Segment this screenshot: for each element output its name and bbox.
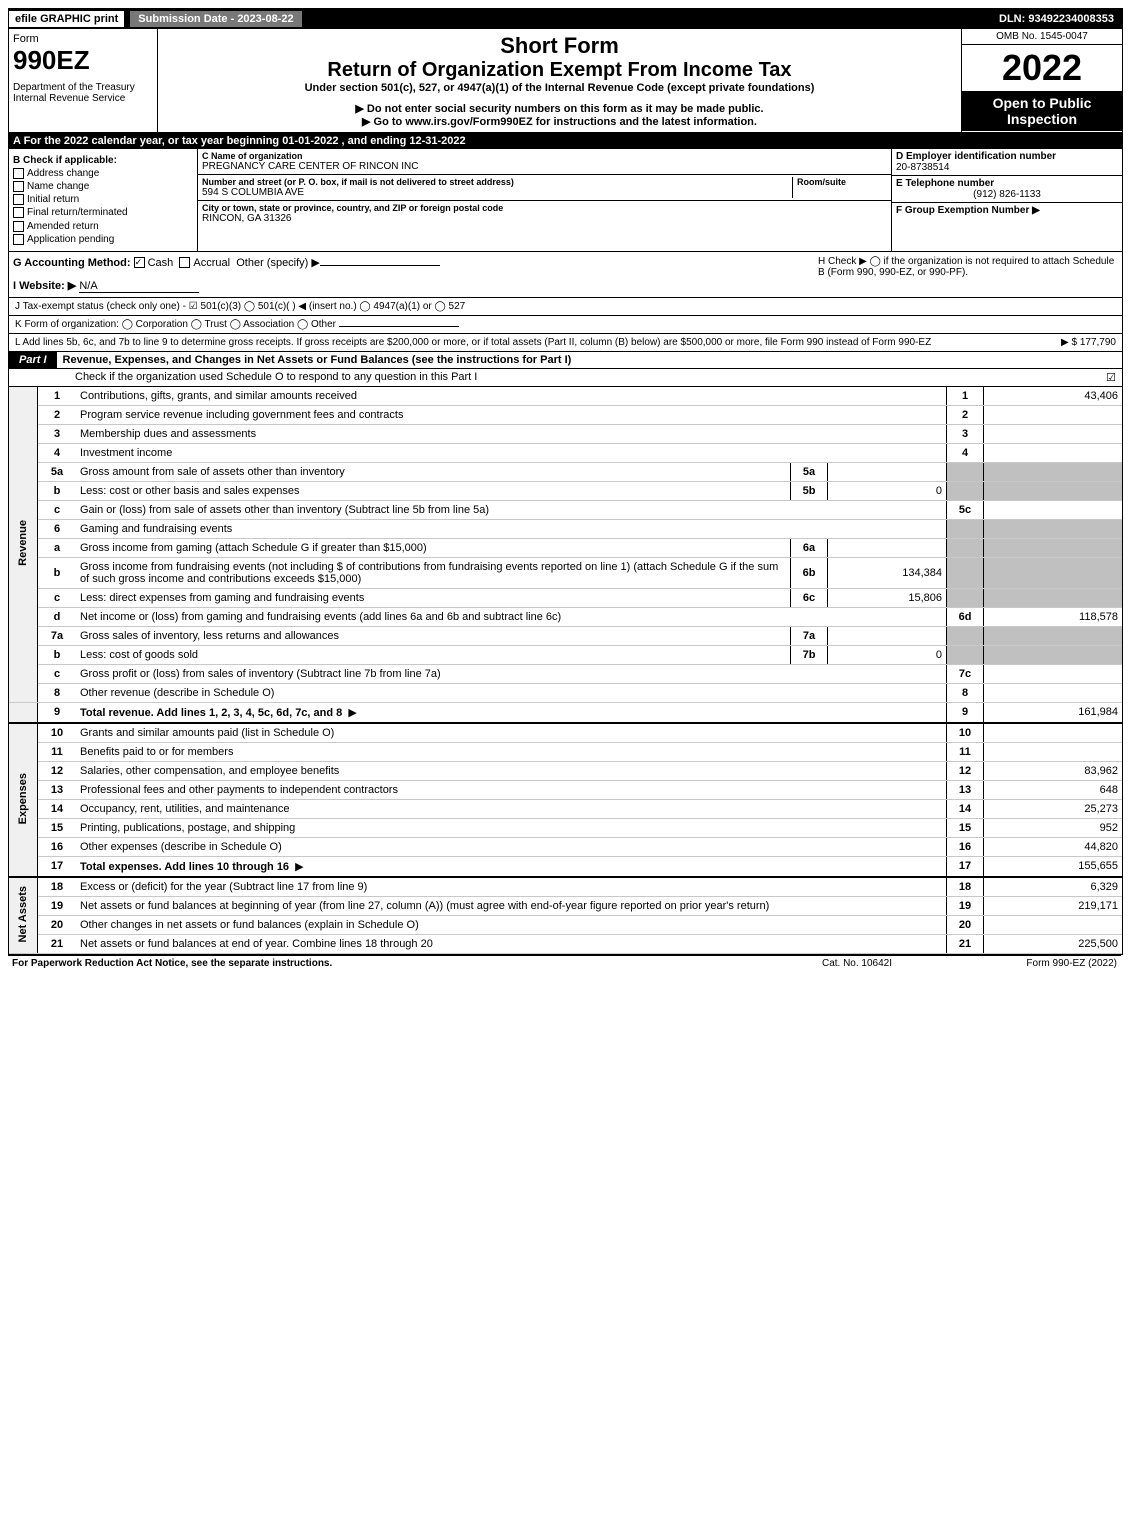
open-to-public: Open to Public Inspection xyxy=(962,91,1122,131)
page-footer: For Paperwork Reduction Act Notice, see … xyxy=(8,955,1121,971)
check-final-return[interactable]: Final return/terminated xyxy=(13,207,193,218)
efile-label: efile GRAPHIC print xyxy=(9,11,124,27)
phone-block: E Telephone number (912) 826-1133 xyxy=(892,176,1122,203)
ein-label: D Employer identification number xyxy=(896,151,1118,162)
form-version: Form 990-EZ (2022) xyxy=(957,958,1117,969)
row-a-tax-year: A For the 2022 calendar year, or tax yea… xyxy=(9,133,1122,149)
dln-number: DLN: 93492234008353 xyxy=(991,11,1122,27)
check-cash[interactable] xyxy=(134,257,145,268)
org-name-label: C Name of organization xyxy=(202,151,887,161)
check-address-change[interactable]: Address change xyxy=(13,168,193,179)
instruct-url: ▶ Go to www.irs.gov/Form990EZ for instru… xyxy=(162,115,957,128)
check-application-pending[interactable]: Application pending xyxy=(13,234,193,245)
part-1-title: Revenue, Expenses, and Changes in Net As… xyxy=(57,354,572,366)
tax-exempt-status: J Tax-exempt status (check only one) - ☑… xyxy=(9,298,1122,316)
line-l: L Add lines 5b, 6c, and 7b to line 9 to … xyxy=(9,334,1122,351)
form-of-organization: K Form of organization: ◯ Corporation ◯ … xyxy=(9,316,1122,334)
col-b-title: B Check if applicable: xyxy=(13,155,193,166)
section-h: H Check ▶ ◯ if the organization is not r… xyxy=(818,256,1118,293)
check-accrual[interactable] xyxy=(179,257,190,268)
form-990ez-page: efile GRAPHIC print Submission Date - 20… xyxy=(8,8,1123,955)
website-row: I Website: ▶ N/A xyxy=(13,279,818,293)
street-address: 594 S COLUMBIA AVE xyxy=(202,187,792,198)
expenses-sidebar: Expenses xyxy=(9,723,38,877)
omb-number: OMB No. 1545-0047 xyxy=(962,29,1122,45)
subtitle-section: Under section 501(c), 527, or 4947(a)(1)… xyxy=(162,82,957,94)
city-block: City or town, state or province, country… xyxy=(198,201,891,226)
org-name: PREGNANCY CARE CENTER OF RINCON INC xyxy=(202,161,887,172)
paperwork-notice: For Paperwork Reduction Act Notice, see … xyxy=(12,958,757,969)
col-d-ein-phone: D Employer identification number 20-8738… xyxy=(892,149,1122,251)
line-1-desc: Contributions, gifts, grants, and simila… xyxy=(76,387,947,406)
check-name-change[interactable]: Name change xyxy=(13,181,193,192)
total-expenses: 155,655 xyxy=(984,856,1123,877)
instruct-ssn: ▶ Do not enter social security numbers o… xyxy=(162,102,957,115)
org-name-block: C Name of organization PREGNANCY CARE CE… xyxy=(198,149,891,175)
title-return: Return of Organization Exempt From Incom… xyxy=(162,59,957,82)
ein-value: 20-8738514 xyxy=(896,162,1118,173)
net-assets-eoy: 225,500 xyxy=(984,934,1123,953)
schedule-o-check[interactable]: ☑ xyxy=(1106,371,1116,384)
header-center-col: Short Form Return of Organization Exempt… xyxy=(158,29,961,132)
catalog-number: Cat. No. 10642I xyxy=(757,958,957,969)
ein-block: D Employer identification number 20-8738… xyxy=(892,149,1122,176)
phone-value: (912) 826-1133 xyxy=(896,189,1118,200)
top-bar: efile GRAPHIC print Submission Date - 20… xyxy=(9,9,1122,29)
part-1-label: Part I xyxy=(9,352,57,368)
revenue-sidebar: Revenue xyxy=(9,387,38,703)
other-specify-line[interactable] xyxy=(320,265,440,266)
accounting-method: G Accounting Method: Cash Accrual Other … xyxy=(13,256,818,269)
info-block: B Check if applicable: Address change Na… xyxy=(9,149,1122,252)
room-label: Room/suite xyxy=(797,177,887,187)
group-block: F Group Exemption Number ▶ xyxy=(892,203,1122,218)
part-1-check: Check if the organization used Schedule … xyxy=(9,369,1122,387)
total-revenue: 161,984 xyxy=(984,702,1123,723)
website-value: N/A xyxy=(79,280,199,293)
line-1-value: 43,406 xyxy=(984,387,1123,406)
header-left-col: Form 990EZ Department of the Treasury In… xyxy=(9,29,158,132)
department-label: Department of the Treasury Internal Reve… xyxy=(13,82,153,104)
city-label: City or town, state or province, country… xyxy=(202,203,887,213)
form-header: Form 990EZ Department of the Treasury In… xyxy=(9,29,1122,133)
col-c-org-info: C Name of organization PREGNANCY CARE CE… xyxy=(198,149,892,251)
col-b-checkboxes: B Check if applicable: Address change Na… xyxy=(9,149,198,251)
group-label: F Group Exemption Number ▶ xyxy=(896,205,1040,216)
form-word: Form xyxy=(13,33,153,45)
street-label: Number and street (or P. O. box, if mail… xyxy=(202,177,792,187)
form-number: 990EZ xyxy=(13,45,153,76)
city-state-zip: RINCON, GA 31326 xyxy=(202,213,887,224)
tax-year: 2022 xyxy=(962,45,1122,91)
part-1-table: Revenue 1 Contributions, gifts, grants, … xyxy=(9,387,1122,954)
street-block: Number and street (or P. O. box, if mail… xyxy=(198,175,891,201)
title-short-form: Short Form xyxy=(162,33,957,59)
check-initial-return[interactable]: Initial return xyxy=(13,194,193,205)
gross-receipts: ▶ $ 177,790 xyxy=(996,337,1116,348)
header-right-col: OMB No. 1545-0047 2022 Open to Public In… xyxy=(961,29,1122,132)
section-g-h: G Accounting Method: Cash Accrual Other … xyxy=(9,252,1122,298)
check-amended-return[interactable]: Amended return xyxy=(13,221,193,232)
line-1-num: 1 xyxy=(38,387,77,406)
netassets-sidebar: Net Assets xyxy=(9,877,38,954)
phone-label: E Telephone number xyxy=(896,178,1118,189)
part-1-header: Part I Revenue, Expenses, and Changes in… xyxy=(9,351,1122,369)
submission-date: Submission Date - 2023-08-22 xyxy=(128,9,303,29)
